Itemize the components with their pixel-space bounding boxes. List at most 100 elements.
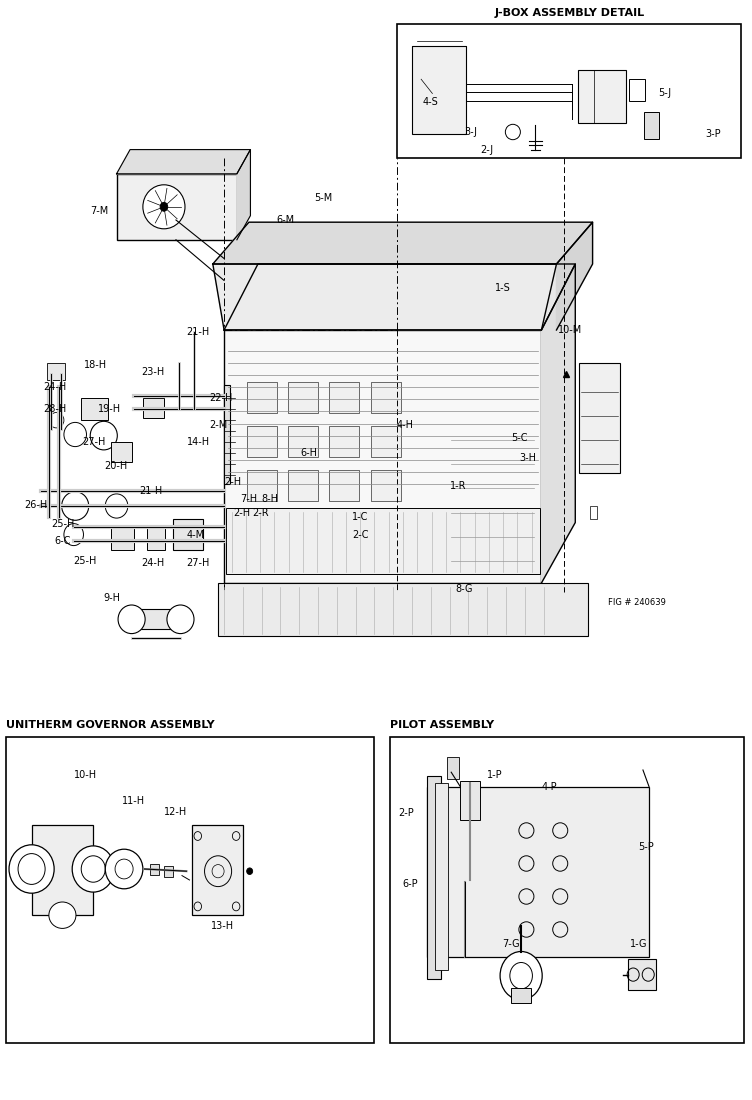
Bar: [247, 470, 277, 500]
Bar: [511, 988, 531, 1003]
Bar: [371, 426, 401, 456]
Bar: [329, 470, 359, 500]
Bar: [111, 526, 134, 550]
Ellipse shape: [143, 185, 185, 229]
Bar: [288, 426, 318, 456]
Text: 1-P: 1-P: [487, 770, 503, 781]
Text: 2-R: 2-R: [253, 507, 269, 518]
Bar: [460, 781, 480, 820]
Text: 2-J: 2-J: [480, 144, 493, 155]
Ellipse shape: [62, 492, 89, 520]
Text: 2-C: 2-C: [352, 529, 368, 540]
Ellipse shape: [9, 845, 54, 893]
Ellipse shape: [167, 605, 194, 634]
Bar: [371, 470, 401, 500]
Polygon shape: [224, 264, 575, 330]
Ellipse shape: [118, 605, 145, 634]
Text: 6-M: 6-M: [277, 214, 295, 225]
Bar: [578, 70, 626, 123]
Text: 13-H: 13-H: [211, 921, 234, 932]
Text: 20-H: 20-H: [104, 461, 127, 472]
Text: 4-P: 4-P: [541, 781, 557, 792]
Text: 2-P: 2-P: [399, 807, 414, 818]
Bar: [447, 757, 459, 779]
Bar: [81, 398, 108, 420]
Polygon shape: [213, 264, 556, 330]
Text: 2-H: 2-H: [224, 476, 241, 487]
Bar: [288, 382, 318, 412]
Bar: [164, 866, 173, 877]
Text: 22-H: 22-H: [209, 393, 232, 404]
Bar: [150, 864, 159, 874]
Text: 4-S: 4-S: [423, 97, 438, 108]
Bar: [329, 382, 359, 412]
Bar: [629, 79, 645, 101]
Bar: [147, 526, 165, 550]
Text: 21-H: 21-H: [186, 327, 210, 338]
Bar: [579, 363, 620, 473]
Bar: [390, 737, 744, 1043]
Text: 5-J: 5-J: [658, 88, 671, 99]
Text: FIG # 240639: FIG # 240639: [608, 598, 666, 607]
Text: 12-H: 12-H: [164, 806, 187, 817]
Ellipse shape: [500, 952, 542, 1000]
Ellipse shape: [49, 902, 76, 928]
Text: 4-H: 4-H: [397, 419, 414, 430]
Text: 1-R: 1-R: [450, 481, 466, 492]
Text: 26-H: 26-H: [24, 499, 47, 510]
Bar: [117, 174, 237, 240]
Ellipse shape: [105, 849, 143, 889]
Ellipse shape: [81, 856, 105, 882]
Text: 25-H: 25-H: [74, 556, 97, 566]
Text: 28-H: 28-H: [44, 404, 67, 415]
Bar: [412, 46, 466, 134]
Text: 27-H: 27-H: [186, 558, 210, 569]
Bar: [329, 426, 359, 456]
Text: 3-J: 3-J: [465, 126, 478, 138]
Text: 4-M: 4-M: [186, 529, 205, 540]
Bar: [224, 330, 541, 583]
Bar: [590, 506, 597, 519]
Ellipse shape: [64, 524, 83, 546]
Text: 1-S: 1-S: [495, 283, 511, 294]
Bar: [397, 24, 741, 158]
Bar: [173, 519, 203, 550]
Bar: [111, 442, 132, 462]
Bar: [224, 385, 230, 484]
Text: 19-H: 19-H: [98, 404, 121, 415]
Text: 8-G: 8-G: [455, 583, 472, 594]
Ellipse shape: [115, 859, 133, 879]
Text: 25-H: 25-H: [51, 518, 74, 529]
Text: 10-H: 10-H: [74, 770, 97, 781]
Ellipse shape: [510, 962, 532, 989]
Text: 6-H: 6-H: [301, 448, 318, 459]
Text: 3-H: 3-H: [519, 452, 536, 463]
Text: 7-G: 7-G: [502, 938, 520, 949]
Ellipse shape: [160, 202, 168, 211]
Text: 7-M: 7-M: [90, 206, 108, 217]
Bar: [644, 112, 659, 139]
Polygon shape: [541, 264, 575, 583]
Bar: [6, 737, 374, 1043]
Text: 14-H: 14-H: [186, 437, 210, 448]
Text: 2-H: 2-H: [233, 507, 250, 518]
Bar: [427, 786, 649, 957]
Text: 27-H: 27-H: [83, 437, 106, 448]
Text: UNITHERM GOVERNOR ASSEMBLY: UNITHERM GOVERNOR ASSEMBLY: [6, 720, 214, 730]
Ellipse shape: [90, 421, 117, 450]
Bar: [288, 470, 318, 500]
Ellipse shape: [18, 854, 45, 884]
Bar: [32, 825, 93, 915]
Text: 21-H: 21-H: [139, 485, 162, 496]
Text: 9-H: 9-H: [104, 593, 121, 604]
Text: 1-G: 1-G: [630, 938, 647, 949]
Polygon shape: [213, 222, 593, 264]
Text: 7-H: 7-H: [241, 494, 258, 505]
Text: 5-C: 5-C: [511, 432, 528, 443]
Polygon shape: [117, 150, 250, 174]
Bar: [247, 426, 277, 456]
Bar: [435, 783, 448, 970]
Text: 18-H: 18-H: [84, 360, 108, 371]
Text: 10-M: 10-M: [558, 324, 582, 336]
Bar: [132, 609, 180, 629]
